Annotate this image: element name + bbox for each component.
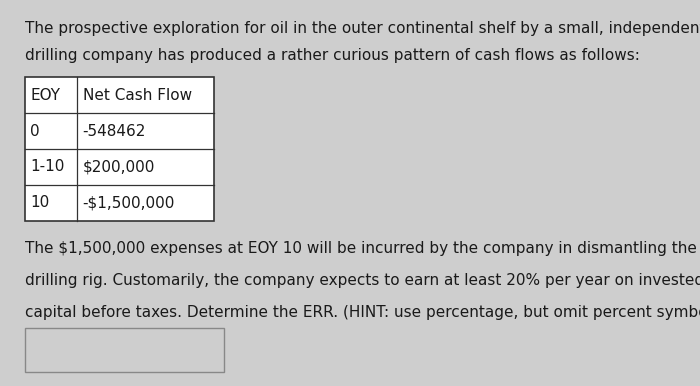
- Text: EOY: EOY: [30, 88, 60, 103]
- Text: $200,000: $200,000: [83, 159, 155, 174]
- Text: The $1,500,000 expenses at EOY 10 will be incurred by the company in dismantling: The $1,500,000 expenses at EOY 10 will b…: [25, 241, 696, 256]
- Text: -$1,500,000: -$1,500,000: [83, 195, 175, 210]
- Text: -548462: -548462: [83, 124, 146, 139]
- Text: 0: 0: [30, 124, 40, 139]
- Text: Net Cash Flow: Net Cash Flow: [83, 88, 192, 103]
- Text: drilling rig. Customarily, the company expects to earn at least 20% per year on : drilling rig. Customarily, the company e…: [25, 273, 700, 288]
- Text: 1-10: 1-10: [30, 159, 64, 174]
- Text: drilling company has produced a rather curious pattern of cash flows as follows:: drilling company has produced a rather c…: [25, 48, 639, 63]
- Text: 10: 10: [30, 195, 49, 210]
- Text: capital before taxes. Determine the ERR. (HINT: use percentage, but omit percent: capital before taxes. Determine the ERR.…: [25, 305, 700, 320]
- Text: The prospective exploration for oil in the outer continental shelf by a small, i: The prospective exploration for oil in t…: [25, 21, 700, 36]
